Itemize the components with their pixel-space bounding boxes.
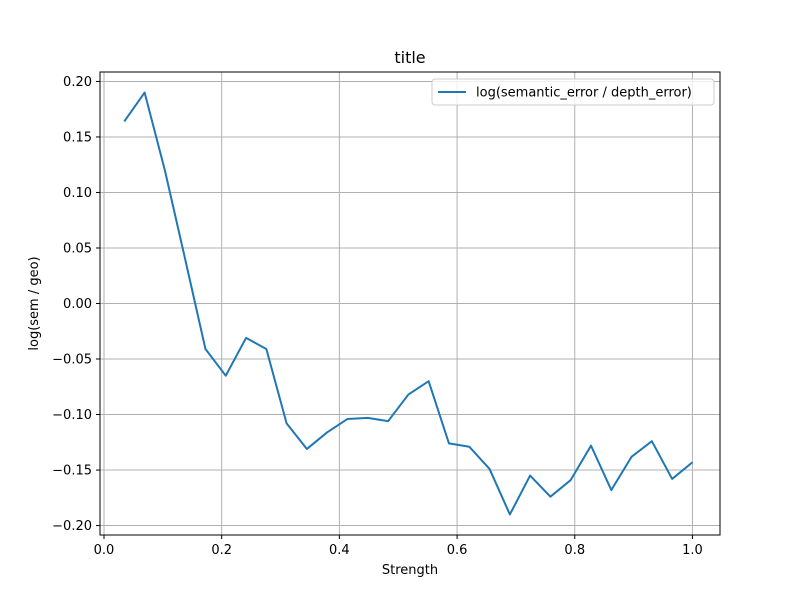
- y-tick-label: 0.10: [63, 186, 92, 201]
- legend: log(semantic_error / depth_error): [431, 78, 715, 106]
- series-line: [123, 91, 694, 516]
- y-tick-label: 0.15: [63, 130, 92, 145]
- x-tick-label: 0.8: [564, 543, 585, 558]
- x-tick-label: 0.4: [329, 543, 350, 558]
- legend-box: [431, 78, 715, 106]
- legend-entry: log(semantic_error / depth_error): [476, 86, 692, 101]
- y-tick-label: 0.20: [63, 75, 92, 90]
- y-tick-label: 0.05: [63, 241, 92, 256]
- y-tick-label: −0.05: [52, 353, 92, 368]
- x-tick-label: 0.2: [211, 543, 232, 558]
- y-tick-label: −0.10: [52, 408, 92, 423]
- y-axis: 0.20 0.15 0.10 0.05 0.00 −0.05 −0.10 −0.15 −0.20: [52, 75, 100, 534]
- x-tick-label: 0.0: [94, 543, 115, 558]
- grid: [100, 72, 720, 535]
- x-axis-label: Strength: [382, 563, 438, 578]
- y-tick-label: −0.15: [52, 464, 92, 479]
- series-layer: [123, 91, 694, 516]
- chart-title: title: [394, 48, 425, 67]
- y-tick-label: −0.20: [52, 519, 92, 534]
- x-tick-label: 1.0: [682, 543, 703, 558]
- y-tick-label: 0.00: [63, 297, 92, 312]
- x-tick-label: 0.6: [447, 543, 468, 558]
- x-axis: 0.0 0.2 0.4 0.6 0.8 1.0: [94, 535, 703, 558]
- y-axis-label: log(sem / geo): [27, 256, 42, 350]
